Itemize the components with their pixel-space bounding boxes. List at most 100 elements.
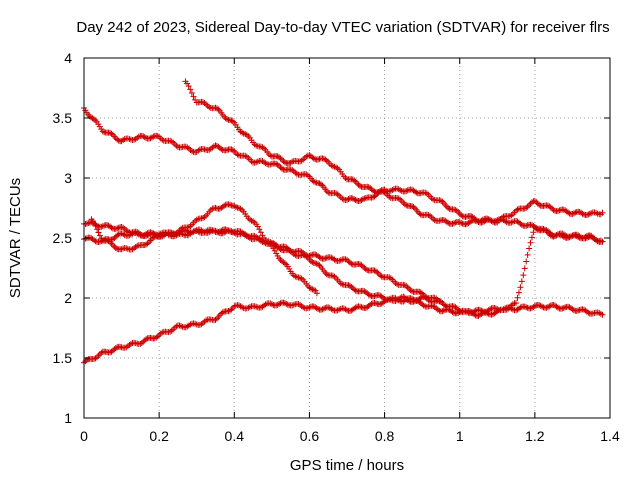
data-point	[221, 202, 228, 209]
data-point	[554, 207, 561, 214]
data-point	[413, 189, 420, 196]
data-point	[168, 138, 175, 145]
data-point	[437, 197, 444, 204]
data-point	[298, 157, 305, 164]
data-point	[357, 183, 364, 190]
data-point	[187, 223, 194, 230]
data-point	[546, 203, 553, 210]
data-point	[449, 308, 456, 315]
data-point	[562, 232, 569, 239]
y-tick-label: 3	[64, 170, 72, 186]
data-point	[575, 307, 582, 314]
data-point	[276, 162, 283, 169]
data-point	[578, 234, 585, 241]
data-point	[143, 232, 150, 239]
data-point	[518, 221, 525, 228]
data-point	[509, 301, 516, 308]
data-point	[423, 190, 430, 197]
data-point	[225, 308, 232, 315]
data-point	[276, 301, 283, 308]
data-point	[267, 161, 274, 168]
data-point	[286, 247, 293, 254]
data-point	[534, 226, 541, 233]
data-point	[120, 224, 127, 231]
data-point	[404, 187, 411, 194]
data-point	[184, 144, 191, 151]
data-point	[487, 306, 494, 313]
data-point	[334, 191, 341, 198]
data-point	[94, 226, 101, 233]
y-tick-label: 4	[64, 50, 72, 66]
data-point	[219, 230, 226, 237]
data-point	[171, 141, 178, 148]
data-point	[520, 272, 527, 279]
data-point	[599, 311, 606, 318]
data-point	[193, 216, 200, 223]
data-point	[474, 218, 481, 225]
data-point	[362, 266, 369, 273]
data-point	[431, 303, 438, 310]
data-point	[185, 83, 192, 90]
data-point	[212, 316, 219, 323]
grid-layer	[84, 58, 610, 418]
data-point	[246, 216, 253, 223]
data-point	[108, 224, 115, 231]
data-point	[445, 219, 452, 226]
data-point	[271, 240, 278, 247]
data-point	[107, 239, 114, 246]
data-point	[528, 234, 535, 241]
data-point	[98, 349, 105, 356]
data-point	[331, 163, 338, 170]
data-point	[397, 187, 404, 194]
data-point	[293, 170, 300, 177]
data-point	[82, 235, 89, 242]
data-point	[124, 135, 131, 142]
x-tick-label: 1.2	[525, 428, 545, 444]
data-point	[513, 299, 520, 306]
data-point	[546, 229, 553, 236]
data-point	[560, 304, 567, 311]
data-point	[313, 290, 320, 297]
plot-frame	[83, 57, 611, 419]
x-tick-label: 0.6	[300, 428, 320, 444]
x-tick-label: 1	[456, 428, 464, 444]
data-point	[289, 302, 296, 309]
y-tick-label: 1	[64, 410, 72, 426]
data-point	[229, 147, 236, 154]
data-point	[378, 273, 385, 280]
data-point	[546, 303, 553, 310]
data-point	[445, 205, 452, 212]
data-point	[281, 260, 288, 267]
data-point	[229, 229, 236, 236]
data-point	[253, 142, 260, 149]
data-point	[524, 203, 531, 210]
data-point	[531, 224, 538, 231]
data-point	[320, 305, 327, 312]
data-point	[565, 209, 572, 216]
data-point	[226, 227, 233, 234]
data-point	[458, 219, 465, 226]
data-point	[514, 206, 521, 213]
data-point	[144, 240, 151, 247]
data-point	[527, 239, 534, 246]
data-point	[521, 265, 528, 272]
data-point	[83, 220, 90, 227]
data-point	[554, 304, 561, 311]
data-point	[226, 307, 233, 314]
data-point	[298, 275, 305, 282]
data-point	[452, 304, 459, 311]
data-point	[348, 283, 355, 290]
data-point	[449, 220, 456, 227]
data-point	[108, 130, 115, 137]
y-tick-label: 2.5	[53, 230, 73, 246]
data-point	[417, 190, 424, 197]
data-point	[472, 217, 479, 224]
data-point	[273, 250, 280, 257]
data-point	[357, 303, 364, 310]
data-point	[192, 227, 199, 234]
x-tick-label: 0.4	[225, 428, 245, 444]
data-point	[126, 136, 133, 143]
chart-title: Day 242 of 2023, Sidereal Day-to-day VTE…	[76, 19, 609, 36]
data-point	[344, 196, 350, 203]
